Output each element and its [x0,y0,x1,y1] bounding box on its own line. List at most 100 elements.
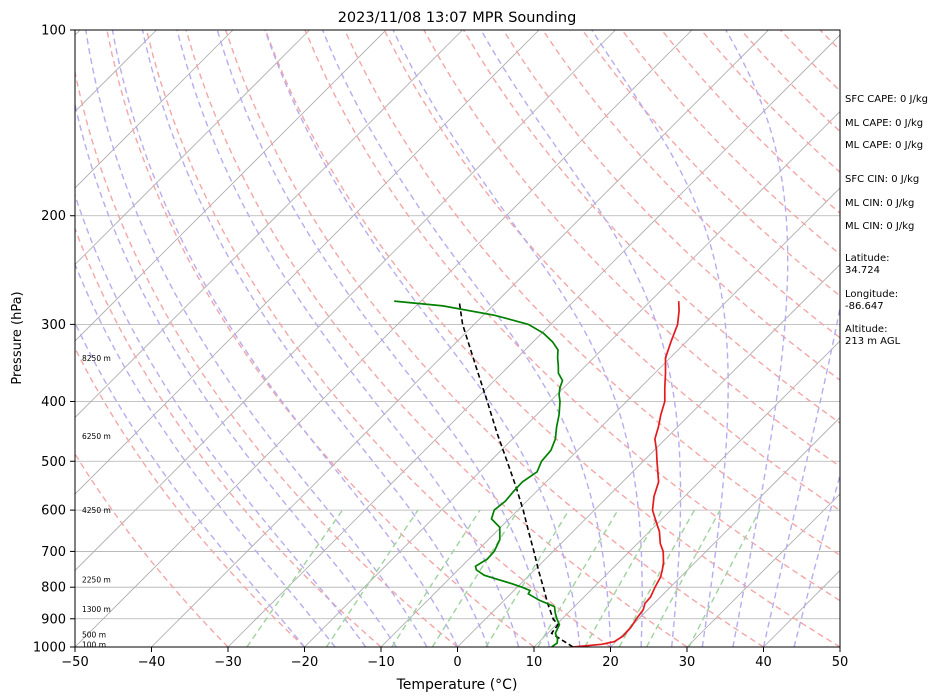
height-label: 2250 m [82,576,111,585]
longitude-value: -86.647 [845,301,884,312]
x-tick-label: 20 [602,655,619,670]
dry-adiabat [145,30,611,647]
height-label: 1300 m [82,605,111,614]
moist-adiabat [392,30,643,647]
y-axis-ticks: 100 200 300 400 500 600 700 800 900 1000 [33,24,75,656]
parcel-trace-line [458,300,574,647]
x-tick-label: 0 [453,655,461,670]
height-label: 6250 m [82,432,111,441]
isotherm [75,30,693,647]
x-tick-label: 40 [755,655,772,670]
y-tick-label: 1000 [33,641,66,656]
moist-adiabat [75,262,336,647]
plot-frame [74,29,841,648]
mixing-ratio-lines [246,509,761,647]
ml-cin-text: ML CIN: 0 J/kg [845,198,914,209]
isotherm [533,340,840,647]
dry-adiabat [264,30,840,647]
dewpoint-line [394,300,564,647]
ml-cape-text-2: ML CAPE: 0 J/kg [845,140,923,151]
dry-adiabat [225,30,764,647]
dry-adiabat [423,30,840,468]
temperature-line [572,301,680,647]
isotherm [75,30,463,419]
moist-adiabat-lines [75,30,840,647]
profile-layer [394,300,680,647]
chart-title: 2023/11/08 13:07 MPR Sounding [338,10,577,26]
mixing-ratio-line [645,509,721,647]
dry-adiabat [75,346,305,647]
x-tick-label: 10 [526,655,543,670]
x-axis-ticks: −50 −40 −30 −20 −10 0 10 20 30 40 50 [61,647,848,670]
mixing-ratio-line [688,509,761,647]
moist-adiabat [216,30,550,647]
isotherm [686,493,840,647]
x-tick-label: −50 [61,655,88,670]
moist-adiabat [75,101,397,647]
x-tick-label: −40 [138,655,165,670]
y-tick-label: 200 [41,209,66,224]
moist-adiabat [85,30,428,647]
moist-adiabat [725,30,789,647]
moist-adiabat [762,304,840,647]
moist-adiabat [480,30,682,647]
mixing-ratio-line [485,509,570,647]
mixing-ratio-line [584,509,663,647]
pressure-gridlines [75,30,840,647]
mixing-ratio-line [431,509,519,647]
mixing-ratio-line [391,509,481,647]
ml-cin-text-2: ML CIN: 0 J/kg [845,221,914,232]
x-axis-label: Temperature (°C) [396,677,518,693]
y-tick-label: 300 [41,318,66,333]
y-tick-label: 800 [41,581,66,596]
y-tick-label: 400 [41,395,66,410]
moist-adiabat [793,472,840,647]
mixing-ratio-line [325,509,419,647]
mixing-ratio-line [537,509,619,647]
ml-cape-text: ML CAPE: 0 J/kg [845,118,923,129]
x-tick-label: −10 [367,655,394,670]
moist-adiabat [591,30,729,647]
isotherm [380,187,840,647]
isotherm [75,30,540,495]
y-axis-label: Pressure (hPa) [10,291,25,384]
x-tick-label: −30 [214,655,241,670]
isotherm [227,34,840,647]
isotherm-lines [0,30,840,647]
isotherm [0,30,4,647]
height-label: 500 m [82,631,106,640]
longitude-label: Longitude: [845,289,898,300]
side-panel: SFC CAPE: 0 J/kg ML CAPE: 0 J/kg ML CAPE… [845,94,928,347]
moist-adiabat [111,30,459,647]
height-label: 4250 m [82,506,111,515]
height-label: 8250 m [82,354,111,363]
dry-adiabat [343,30,840,556]
dry-adiabat [185,30,688,647]
x-tick-label: 30 [679,655,696,670]
moist-adiabat [321,30,612,647]
altitude-value: 213 m AGL [845,336,901,347]
latitude-value: 34.724 [845,265,880,276]
y-tick-label: 900 [41,612,66,627]
isotherm [75,30,234,189]
mixing-ratio-line [246,509,344,647]
x-tick-label: 50 [832,655,849,670]
moist-adiabat [264,30,581,647]
grid-layer [0,30,840,647]
latitude-label: Latitude: [845,253,890,264]
isotherm [75,30,616,572]
isotherm [75,30,387,342]
dry-adiabat [75,68,458,647]
dry-adiabat [106,30,535,647]
dry-adiabat [75,452,229,647]
moist-adiabat [176,30,520,647]
isotherm [304,110,840,647]
y-tick-label: 500 [41,455,66,470]
sfc-cape-text: SFC CAPE: 0 J/kg [845,94,928,105]
y-tick-label: 600 [41,504,66,519]
y-tick-label: 100 [41,24,66,39]
isotherm [610,416,840,647]
